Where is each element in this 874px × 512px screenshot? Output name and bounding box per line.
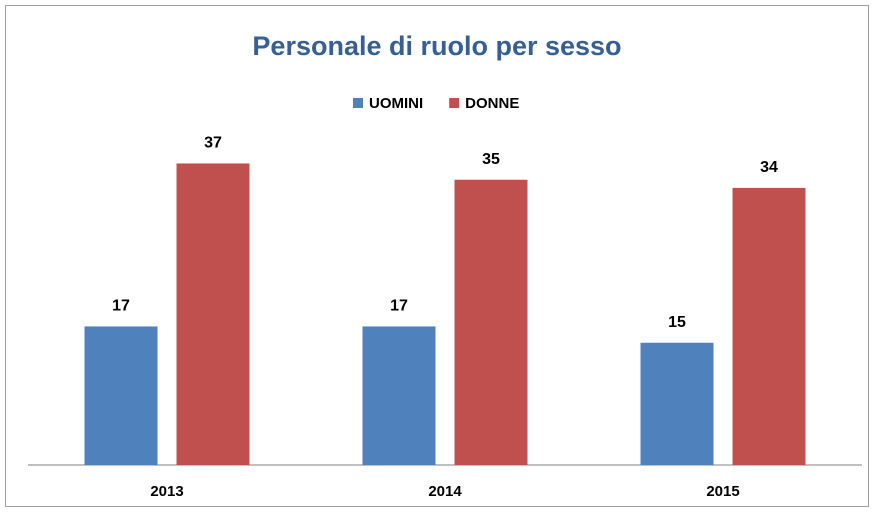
bar bbox=[640, 342, 714, 465]
data-label: 17 bbox=[390, 298, 408, 315]
data-label: 37 bbox=[204, 135, 222, 152]
bar bbox=[732, 187, 806, 465]
legend-label: DONNE bbox=[465, 95, 519, 112]
bar bbox=[84, 326, 158, 465]
bar bbox=[362, 326, 436, 465]
x-tick-label: 2013 bbox=[150, 483, 183, 500]
legend-swatch bbox=[353, 98, 363, 108]
chart-title: Personale di ruolo per sesso bbox=[252, 31, 621, 61]
data-label: 35 bbox=[482, 151, 500, 168]
data-label: 15 bbox=[668, 314, 686, 331]
bar bbox=[176, 163, 250, 465]
legend-label: UOMINI bbox=[369, 95, 423, 112]
data-label: 17 bbox=[112, 298, 130, 315]
x-tick-label: 2014 bbox=[428, 483, 462, 500]
bar bbox=[454, 179, 528, 465]
data-label: 34 bbox=[760, 159, 778, 176]
legend-swatch bbox=[449, 98, 460, 108]
x-tick-label: 2015 bbox=[706, 483, 739, 500]
